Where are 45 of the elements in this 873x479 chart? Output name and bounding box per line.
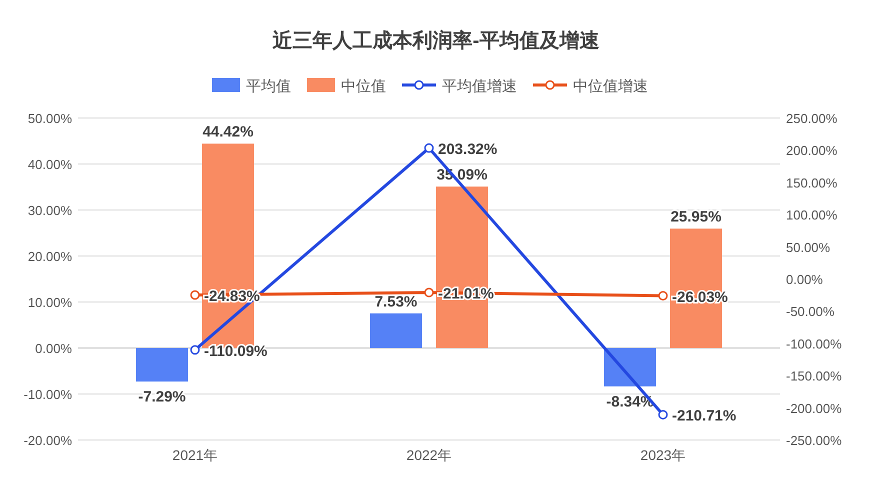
data-label: -210.71%: [672, 408, 736, 425]
y2-tick-label: 200.00%: [786, 143, 838, 158]
y2-tick-label: -50.00%: [786, 304, 835, 320]
point: [424, 143, 434, 153]
point: [424, 288, 434, 298]
x-tick-label: 2021年: [172, 447, 218, 463]
data-label: 44.42%: [202, 124, 254, 141]
data-label: 7.53%: [374, 293, 418, 310]
y2-tick-label: -200.00%: [786, 400, 842, 416]
y2-tick-label: 100.00%: [786, 208, 838, 223]
x-tick-label: 2022年: [406, 447, 452, 463]
y-tick-label: 10.00%: [28, 295, 72, 310]
data-label: -7.29%: [138, 388, 186, 406]
y-tick-label: 20.00%: [28, 249, 72, 264]
legend-label: 中位值: [341, 78, 386, 95]
y-tick-label: -20.00%: [24, 433, 72, 448]
point: [658, 410, 668, 420]
y-tick-label: -10.00%: [24, 387, 72, 402]
y-tick-label: 40.00%: [28, 157, 72, 172]
chart-title: 近三年人工成本利润率-平均值及增速: [272, 29, 600, 52]
y2-tick-label: -100.00%: [786, 336, 842, 352]
bar: [604, 348, 656, 386]
y2-tick-label: 250.00%: [786, 111, 838, 126]
legend-label: 中位值增速: [573, 78, 648, 95]
y2-tick-label: -250.00%: [786, 433, 842, 448]
legend-label: 平均值增速: [442, 78, 517, 95]
point: [190, 345, 200, 355]
data-label: -21.01%: [438, 286, 494, 303]
y-tick-label: 30.00%: [28, 203, 72, 218]
y2-tick-label: -150.00%: [786, 368, 842, 384]
legend-label: 平均值: [246, 78, 291, 95]
data-label: 203.32%: [438, 141, 498, 158]
bar: [370, 313, 422, 348]
x-tick-label: 2023年: [640, 447, 686, 463]
data-label: -24.83%: [204, 288, 260, 305]
data-label: -110.09%: [204, 342, 268, 360]
data-label: 25.95%: [670, 208, 722, 226]
bar: [136, 348, 188, 382]
point: [190, 290, 200, 300]
y-tick-label: 0.00%: [35, 341, 72, 356]
y2-tick-label: 150.00%: [786, 175, 838, 190]
y2-tick-label: 50.00%: [786, 240, 831, 255]
y2-tick-label: 0.00%: [786, 272, 824, 287]
y-tick-label: 50.00%: [28, 111, 72, 126]
point: [658, 291, 668, 301]
